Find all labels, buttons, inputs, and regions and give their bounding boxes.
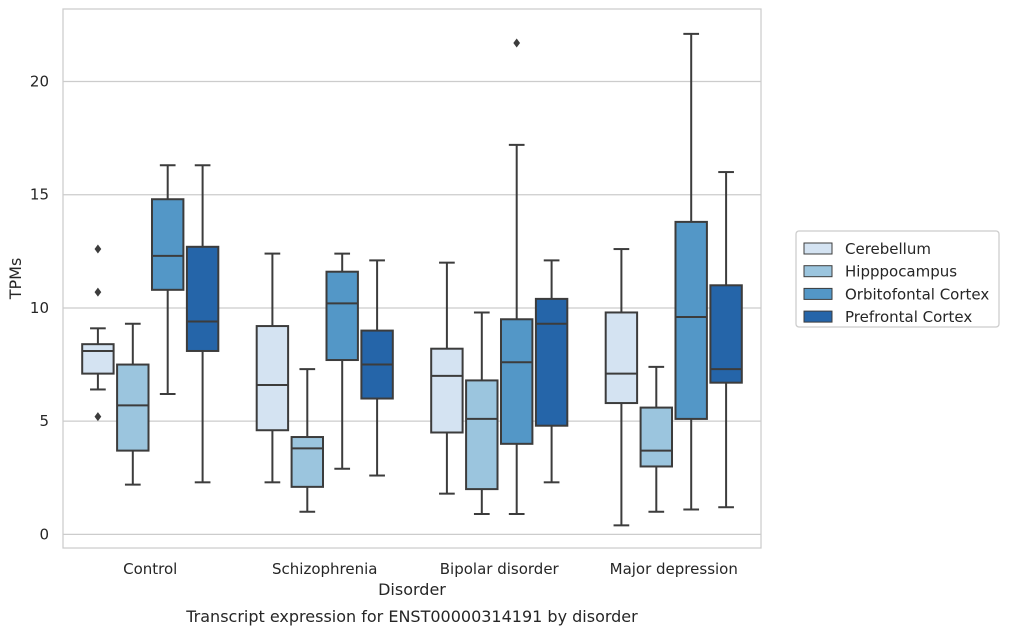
- box-iqr: [325, 270, 359, 362]
- y-tick-label: 0: [39, 525, 49, 543]
- box-iqr: [604, 311, 639, 405]
- x-tick-label: Major depression: [610, 560, 738, 578]
- legend-item: Hipppocampus: [803, 263, 957, 281]
- legend-frame: [795, 230, 1000, 328]
- x-tick-label: Bipolar disorder: [440, 560, 560, 578]
- x-axis-ticks: Control Schizophrenia Bipolar disorder Majo…: [123, 560, 738, 578]
- box-iqr: [290, 436, 325, 488]
- box-hipppocampus: [290, 368, 325, 513]
- y-axis-label: TPMs: [6, 258, 25, 301]
- outlier-point: [94, 412, 102, 422]
- box-cerebellum: [255, 252, 290, 484]
- box-iqr: [534, 297, 569, 427]
- legend-swatch: [803, 242, 833, 255]
- outlier-point: [513, 38, 521, 48]
- outlier-point: [94, 287, 102, 297]
- box-orbitofontal-cortex: [150, 164, 185, 395]
- box-plot-area: [81, 32, 743, 527]
- box-orbitofontal-cortex: [325, 252, 359, 470]
- legend-label: Prefrontal Cortex: [845, 308, 972, 326]
- legend-label: Orbitofontal Cortex: [845, 285, 989, 303]
- y-tick-label: 5: [39, 412, 49, 430]
- box-orbitofontal-cortex: [499, 38, 534, 516]
- legend-label: Hipppocampus: [845, 263, 957, 281]
- legend-item: Orbitofontal Cortex: [803, 285, 989, 303]
- box-cerebellum: [430, 261, 464, 495]
- box-prefrontal-cortex: [185, 164, 220, 484]
- box-hipppocampus: [465, 311, 499, 516]
- box-iqr: [499, 318, 534, 445]
- legend: Cerebellum Hipppocampus Orbitofontal Corte…: [795, 230, 1000, 328]
- x-axis-label: Disorder: [378, 580, 446, 599]
- legend-item: Prefrontal Cortex: [803, 308, 972, 326]
- plot-frame: [62, 8, 762, 549]
- box-cerebellum: [604, 248, 639, 527]
- legend-swatch: [803, 265, 833, 278]
- box-iqr: [116, 363, 150, 452]
- y-tick-label: 20: [30, 72, 49, 90]
- box-iqr: [674, 220, 708, 420]
- legend-swatch: [803, 287, 833, 300]
- box-iqr: [255, 325, 290, 432]
- x-tick-label: Control: [123, 560, 177, 578]
- legend-item: Cerebellum: [803, 240, 931, 258]
- box-hipppocampus: [116, 322, 150, 486]
- box-prefrontal-cortex: [360, 259, 394, 477]
- box-prefrontal-cortex: [709, 171, 743, 509]
- y-tick-label: 10: [30, 299, 49, 317]
- x-tick-label: Schizophrenia: [272, 560, 377, 578]
- box-iqr: [430, 347, 464, 434]
- outlier-point: [94, 244, 102, 254]
- box-cerebellum: [81, 244, 115, 422]
- box-prefrontal-cortex: [534, 259, 569, 484]
- box-iqr: [185, 245, 220, 352]
- chart-caption: Transcript expression for ENST0000031419…: [185, 607, 638, 626]
- box-iqr: [81, 343, 115, 375]
- legend-swatch: [803, 310, 833, 323]
- legend-label: Cerebellum: [845, 240, 931, 258]
- box-iqr: [465, 379, 499, 491]
- box-orbitofontal-cortex: [674, 32, 708, 511]
- box-iqr: [639, 406, 674, 468]
- y-tick-label: 15: [30, 186, 49, 204]
- box-iqr: [150, 198, 185, 291]
- y-axis-ticks: 0 5 10 15 20: [30, 72, 49, 543]
- box-hipppocampus: [639, 365, 674, 513]
- box-iqr: [709, 284, 743, 384]
